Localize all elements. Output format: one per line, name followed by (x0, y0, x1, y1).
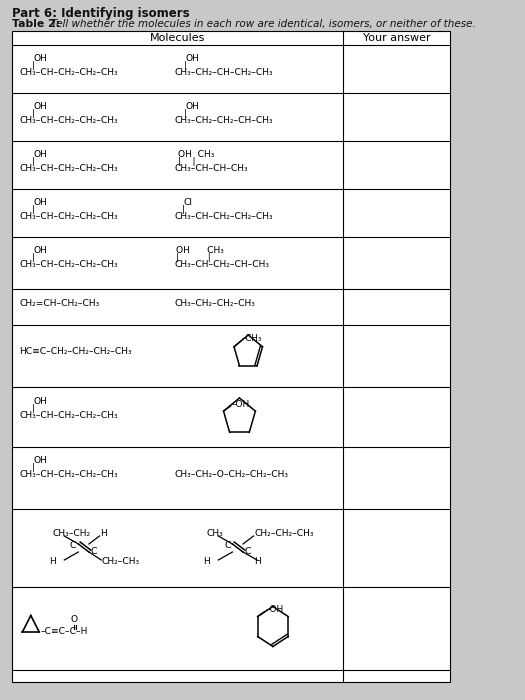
Text: Tell whether the molecules in each row are identical, isomers, or neither of the: Tell whether the molecules in each row a… (51, 19, 476, 29)
Text: CH₃–CH–CH₂–CH₂–CH₃: CH₃–CH–CH₂–CH₂–CH₃ (19, 212, 118, 221)
Text: |: | (32, 253, 35, 262)
Text: |: | (32, 463, 35, 472)
Text: |: | (184, 61, 187, 70)
Text: CH₃–CH₂–CH₂–CH–CH₃: CH₃–CH₂–CH₂–CH–CH₃ (174, 116, 273, 125)
Text: CH₃–CH–CH₂–CH₂–CH₃: CH₃–CH–CH₂–CH₂–CH₃ (19, 411, 118, 420)
Text: OH      CH₃: OH CH₃ (176, 246, 224, 255)
Text: OH  CH₃: OH CH₃ (178, 150, 214, 159)
Text: CH₃–CH–CH₂–CH₂–CH₃: CH₃–CH–CH₂–CH₂–CH₃ (174, 212, 273, 221)
Text: CH₃–CH–CH₂–CH₂–CH₃: CH₃–CH–CH₂–CH₂–CH₃ (19, 116, 118, 125)
Text: OH: OH (186, 54, 200, 63)
Text: C: C (70, 540, 77, 550)
Text: Table 2:: Table 2: (12, 19, 64, 29)
Text: CH₃–CH₂–O–CH₂–CH₂–CH₃: CH₃–CH₂–O–CH₂–CH₂–CH₃ (174, 470, 288, 479)
Text: H: H (255, 557, 261, 566)
Text: –OH: –OH (266, 605, 284, 614)
Text: CH₃–CH₂: CH₃–CH₂ (53, 529, 91, 538)
Text: Your answer: Your answer (363, 33, 430, 43)
Text: CH₂–CH₃: CH₂–CH₃ (101, 557, 139, 566)
Text: OH: OH (186, 102, 200, 111)
Text: CH₃: CH₃ (207, 529, 224, 538)
Text: C: C (245, 547, 251, 556)
Text: |: | (32, 109, 35, 118)
Text: –CH₃: –CH₃ (242, 334, 262, 343)
Text: CH₃–CH–CH₂–CH₂–CH₃: CH₃–CH–CH₂–CH₂–CH₃ (19, 164, 118, 173)
Text: OH: OH (34, 102, 47, 111)
Text: |: | (32, 205, 35, 214)
Text: CH₃–CH₂–CH–CH₂–CH₃: CH₃–CH₂–CH–CH₂–CH₃ (174, 68, 273, 77)
Text: H: H (100, 529, 107, 538)
Text: |          |: | | (176, 253, 211, 262)
Text: CH₃–CH–CH₂–CH₂–CH₃: CH₃–CH–CH₂–CH₂–CH₃ (19, 470, 118, 479)
Text: CH₂–CH₂–CH₃: CH₂–CH₂–CH₃ (255, 529, 314, 538)
Text: –OH: –OH (232, 400, 250, 409)
Text: CH₃–CH₂–CH₂–CH₃: CH₃–CH₂–CH₂–CH₃ (174, 298, 255, 307)
Text: O: O (71, 615, 78, 624)
Text: Part 6: Identifying isomers: Part 6: Identifying isomers (12, 7, 190, 20)
Text: –C≡C–C–H: –C≡C–C–H (41, 627, 88, 636)
Text: |: | (184, 109, 187, 118)
Text: |    |: | | (178, 157, 195, 166)
Text: |: | (32, 404, 35, 413)
Text: OH: OH (34, 397, 47, 406)
Text: H: H (49, 557, 56, 566)
Text: C: C (91, 547, 97, 556)
Text: CH₃–CH–CH₂–CH₂–CH₃: CH₃–CH–CH₂–CH₂–CH₃ (19, 68, 118, 77)
Text: |: | (32, 157, 35, 166)
Text: OH: OH (34, 150, 47, 159)
Text: OH: OH (34, 198, 47, 207)
Text: OH: OH (34, 54, 47, 63)
Text: CH₃–CH–CH₂–CH₂–CH₃: CH₃–CH–CH₂–CH₂–CH₃ (19, 260, 118, 269)
Text: HC≡C–CH₂–CH₂–CH₂–CH₃: HC≡C–CH₂–CH₂–CH₂–CH₃ (19, 347, 132, 356)
Text: OH: OH (34, 246, 47, 255)
Text: CH₃–CH–CH–CH₃: CH₃–CH–CH–CH₃ (174, 164, 248, 173)
Text: H: H (203, 557, 209, 566)
Text: OH: OH (34, 456, 47, 465)
Text: C: C (224, 540, 230, 550)
Text: Molecules: Molecules (150, 33, 205, 43)
Text: CH₃–CH–CH₂–CH–CH₃: CH₃–CH–CH₂–CH–CH₃ (174, 260, 269, 269)
Text: |: | (182, 205, 185, 214)
Text: |: | (32, 61, 35, 70)
Text: CH₂=CH–CH₂–CH₃: CH₂=CH–CH₂–CH₃ (19, 298, 100, 307)
Text: Cl: Cl (183, 198, 192, 207)
